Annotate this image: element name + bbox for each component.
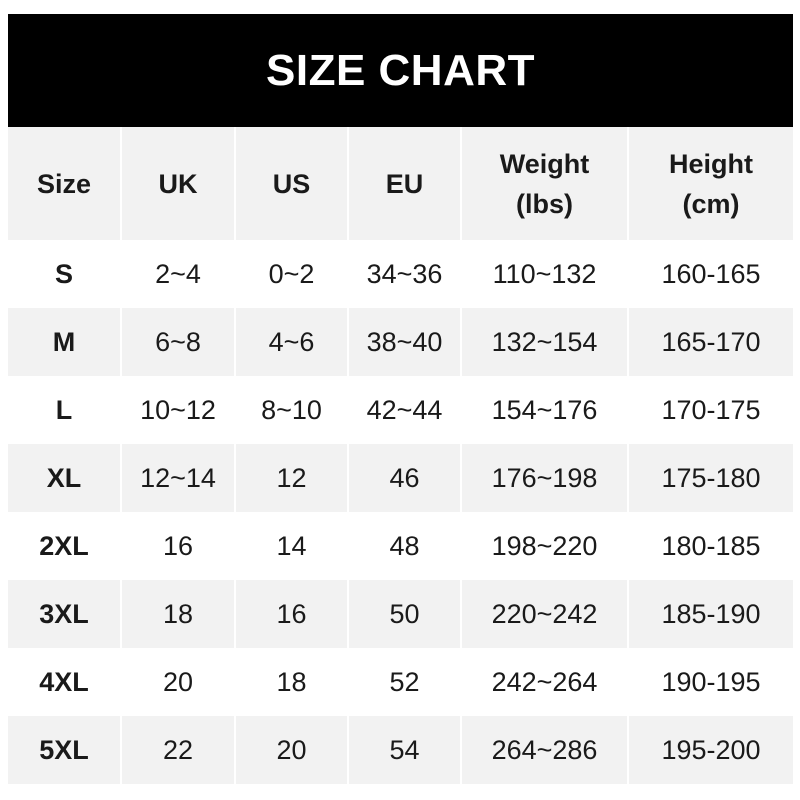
table-cell: 22 <box>120 716 235 784</box>
table-cell: 175-180 <box>627 444 793 512</box>
table-row: 5XL 22 20 54 264~286 195-200 <box>8 716 793 784</box>
table-row: 4XL 20 18 52 242~264 190-195 <box>8 648 793 716</box>
table-cell: 16 <box>234 580 348 648</box>
table-cell: 0~2 <box>234 240 348 308</box>
table-cell: 220~242 <box>460 580 628 648</box>
table-cell: 160-165 <box>627 240 793 308</box>
size-table: Size UK US EU Weight (lbs) Height (cm) S 2~4 0~… <box>8 127 793 784</box>
size-cell: 5XL <box>8 716 121 784</box>
column-header: Size <box>8 127 121 240</box>
column-header: Weight (lbs) <box>460 127 628 240</box>
table-cell: 190-195 <box>627 648 793 716</box>
table-row: 2XL 16 14 48 198~220 180-185 <box>8 512 793 580</box>
table-cell: 176~198 <box>460 444 628 512</box>
size-cell: XL <box>8 444 121 512</box>
size-cell: L <box>55 394 73 425</box>
table-cell: 20 <box>234 716 348 784</box>
table-cell: 38~40 <box>347 308 461 376</box>
size-cell: 3XL <box>8 580 121 648</box>
table-cell: 132~154 <box>460 308 628 376</box>
table-cell: 18 <box>234 648 348 716</box>
table-cell: 14 <box>234 512 348 580</box>
table-cell: 48 <box>347 512 461 580</box>
table-cell: 180-185 <box>627 512 793 580</box>
table-cell: 10~12 <box>120 376 235 444</box>
table-cell: 242~264 <box>460 648 628 716</box>
table-cell: 34~36 <box>347 240 461 308</box>
table-row: L 10~12 8~10 42~44 154~176 170-175 <box>8 376 793 444</box>
size-cell: S <box>54 258 73 289</box>
table-cell: 12 <box>234 444 348 512</box>
chart-title: SIZE CHART <box>8 14 793 127</box>
table-cell: 110~132 <box>460 240 628 308</box>
table-cell: 170-175 <box>627 376 793 444</box>
table-cell: 50 <box>347 580 461 648</box>
table-cell: 4~6 <box>234 308 348 376</box>
table-cell: 6~8 <box>120 308 235 376</box>
table-row: XL 12~14 12 46 176~198 175-180 <box>8 444 793 512</box>
table-cell: 154~176 <box>460 376 628 444</box>
table-cell: 165-170 <box>627 308 793 376</box>
size-cell: 4XL <box>39 666 89 697</box>
table-cell: 18 <box>120 580 235 648</box>
column-header: EU <box>347 127 461 240</box>
table-cell: 195-200 <box>627 716 793 784</box>
table-cell: 52 <box>347 648 461 716</box>
table-cell: 198~220 <box>460 512 628 580</box>
column-header: US <box>234 127 348 240</box>
table-cell: 42~44 <box>347 376 461 444</box>
table-cell: 54 <box>347 716 461 784</box>
table-cell: 2~4 <box>120 240 235 308</box>
table-cell: 8~10 <box>234 376 348 444</box>
table-cell: 20 <box>120 648 235 716</box>
size-cell: 2XL <box>39 530 89 561</box>
table-cell: 185-190 <box>627 580 793 648</box>
table-row: 3XL 18 16 50 220~242 185-190 <box>8 580 793 648</box>
table-row: S 2~4 0~2 34~36 110~132 160-165 <box>8 240 793 308</box>
column-header: UK <box>120 127 235 240</box>
table-cell: 264~286 <box>460 716 628 784</box>
column-header: Height (cm) <box>627 127 793 240</box>
table-cell: 16 <box>120 512 235 580</box>
size-chart: SIZE CHART Size UK US EU Weight (lbs) Height … <box>8 14 793 784</box>
header-row: Size UK US EU Weight (lbs) Height (cm) <box>8 127 793 240</box>
table-cell: 46 <box>347 444 461 512</box>
table-row: M 6~8 4~6 38~40 132~154 165-170 <box>8 308 793 376</box>
table-cell: 12~14 <box>120 444 235 512</box>
size-cell: M <box>8 308 121 376</box>
